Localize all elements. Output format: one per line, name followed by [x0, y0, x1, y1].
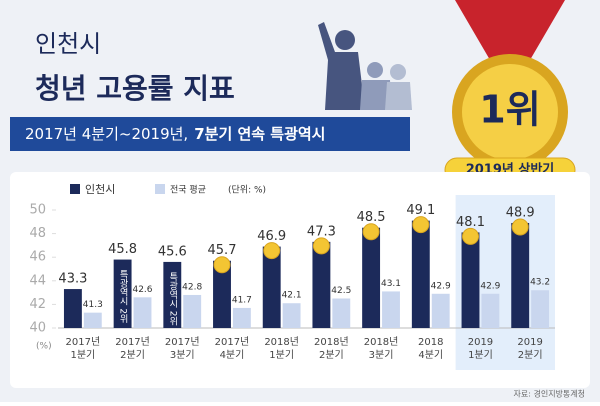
x-tick-label: 3분기 — [369, 349, 394, 361]
bar — [362, 227, 381, 328]
value-label: 42.9 — [431, 281, 451, 291]
x-tick-label: 2019 — [517, 337, 542, 348]
bar — [262, 246, 281, 328]
bar — [163, 261, 182, 328]
x-tick-label: 1분기 — [70, 349, 95, 361]
banner-bold: 7분기 연속 특광역시 — [194, 125, 325, 143]
x-tick-label: 2018 — [418, 337, 443, 348]
bar — [83, 312, 102, 328]
bar — [63, 289, 82, 328]
value-label: 47.3 — [307, 224, 336, 239]
value-label: 43.2 — [530, 278, 550, 288]
bar — [133, 297, 152, 328]
bar — [332, 298, 351, 328]
x-tick-label: 2018년 — [364, 336, 399, 348]
value-label: 42.5 — [331, 286, 351, 296]
medal-icon — [362, 223, 380, 241]
value-label: 46.9 — [257, 229, 286, 244]
value-label: 42.6 — [132, 285, 152, 295]
x-tick-label: 4분기 — [220, 349, 245, 361]
y-tick-label: 48 — [29, 226, 46, 241]
bar — [511, 222, 530, 328]
value-label: 42.9 — [480, 281, 500, 291]
silhouettes — [318, 22, 412, 110]
y-tick-label: 46 — [29, 250, 46, 265]
x-tick-label: 2017년 — [165, 336, 200, 348]
y-tick-label: 42 — [29, 297, 46, 312]
unit-note: (단위: %) — [228, 185, 266, 196]
header-line2: 청년 고용률 지표 — [35, 72, 235, 105]
value-label: 48.5 — [357, 210, 386, 225]
header-line1: 인천시 — [35, 30, 101, 58]
medal-text: 1위 — [479, 88, 540, 132]
medal-icon — [462, 227, 480, 245]
bar — [232, 307, 251, 328]
x-tick-label: 1분기 — [269, 349, 294, 361]
medal-icon — [213, 256, 231, 274]
y-unit: (%) — [36, 342, 52, 352]
value-label: 49.1 — [406, 203, 435, 218]
bar — [411, 220, 430, 328]
bar — [282, 303, 301, 328]
bar — [183, 294, 202, 328]
value-label: 48.1 — [456, 215, 485, 230]
x-tick-label: 2017년 — [215, 336, 250, 348]
banner — [10, 117, 410, 151]
value-label: 45.7 — [208, 243, 237, 258]
value-label: 41.7 — [232, 295, 252, 305]
x-tick-label: 2분기 — [120, 349, 145, 361]
medal-icon — [412, 216, 430, 234]
x-tick-label: 1분기 — [468, 349, 493, 361]
legend-swatch — [70, 184, 80, 194]
medal-icon — [312, 237, 330, 255]
medal-icon — [511, 218, 529, 236]
value-label: 45.8 — [108, 242, 137, 257]
legend-label: 인천시 — [85, 182, 115, 196]
source: 자료: 경인지방통계청 — [514, 389, 585, 399]
y-tick-label: 44 — [29, 273, 46, 288]
y-tick-label: 40 — [29, 321, 46, 336]
value-label: 41.3 — [83, 300, 103, 310]
bar — [382, 291, 400, 328]
bar-note: 특광역시 2위 — [167, 272, 177, 327]
bar — [312, 241, 331, 328]
value-label: 42.8 — [182, 282, 202, 292]
y-tick-label: 50 — [29, 203, 46, 218]
x-tick-label: 2017년 — [66, 336, 101, 348]
medal-icon — [263, 242, 281, 260]
x-tick-label: 2018년 — [314, 336, 349, 348]
bar — [113, 259, 132, 328]
bar — [461, 232, 480, 328]
bar — [531, 290, 550, 328]
x-tick-label: 2019 — [468, 337, 493, 348]
value-label: 43.3 — [58, 272, 87, 287]
value-label: 45.6 — [158, 244, 187, 259]
x-tick-label: 2분기 — [319, 349, 344, 361]
bar — [431, 293, 450, 328]
value-label: 42.1 — [282, 291, 302, 301]
chart-panel — [10, 172, 590, 388]
medal-inner — [462, 64, 558, 160]
x-tick-label: 4분기 — [418, 349, 443, 361]
x-tick-label: 2017년 — [115, 336, 150, 348]
bar — [481, 293, 500, 328]
bar-note: 특광역시 2위 — [118, 269, 128, 324]
value-label: 43.1 — [381, 279, 401, 289]
legend-label: 전국 평균 — [170, 185, 206, 196]
x-tick-label: 2분기 — [518, 349, 543, 361]
banner-normal: 2017년 4분기~2019년, — [25, 125, 188, 143]
medal-ribbon — [455, 0, 565, 60]
x-tick-label: 3분기 — [170, 349, 195, 361]
bar — [213, 260, 231, 328]
value-label: 48.9 — [506, 205, 535, 220]
x-tick-label: 2018년 — [264, 336, 299, 348]
banner-text: 2017년 4분기~2019년, 7분기 연속 특광역시 — [25, 125, 326, 143]
legend-swatch — [155, 184, 165, 194]
